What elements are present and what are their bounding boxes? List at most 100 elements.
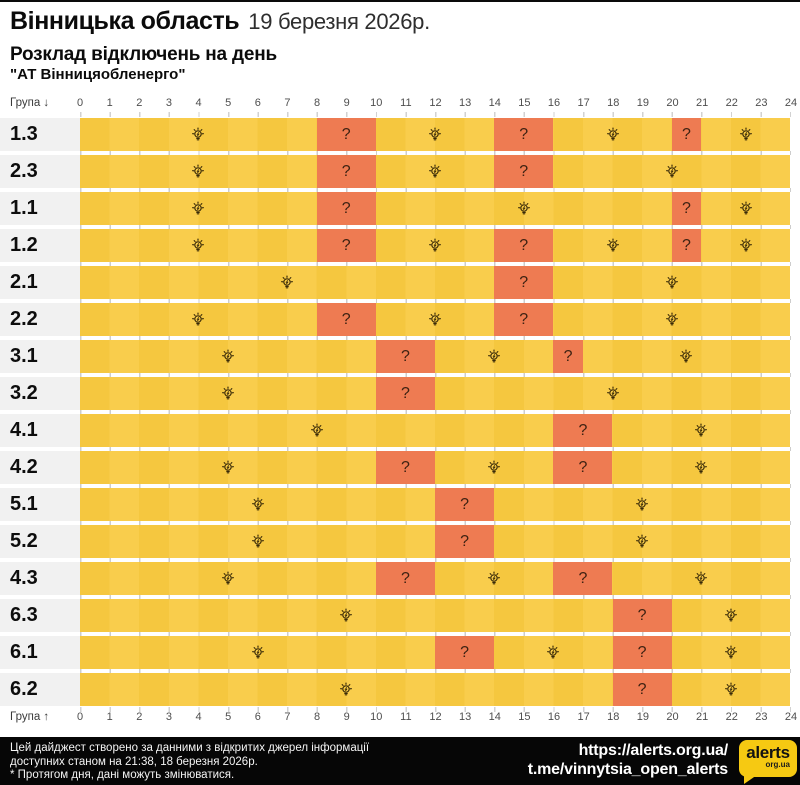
schedule-row-1.2: ??? <box>80 229 790 262</box>
logo-subtitle: org.ua <box>765 760 790 769</box>
lightbulb-icon <box>680 349 693 363</box>
lightbulb-icon <box>310 423 323 437</box>
hour-ticks-bottom <box>80 707 791 712</box>
lightbulb-icon <box>724 645 737 659</box>
question-mark: ? <box>460 495 470 513</box>
possible-outage-window-3.2-10-12: ? <box>375 377 435 410</box>
lightbulb-icon <box>340 608 353 622</box>
schedule-row-3.1: ?? <box>80 340 790 373</box>
hour-tick-label-20: 20 <box>666 97 679 109</box>
page-date: 19 березня 2026р. <box>248 9 430 34</box>
group-label-1.3: 1.3 <box>0 118 80 151</box>
question-mark: ? <box>519 236 529 254</box>
possible-outage-window-6.1-18-20: ? <box>612 636 672 669</box>
question-mark: ? <box>460 532 470 550</box>
lightbulb-icon <box>221 386 234 400</box>
schedule-row-2.1: ? <box>80 266 790 299</box>
hour-tick-label-10: 10 <box>370 97 383 109</box>
hour-tick-label-6: 6 <box>254 97 261 109</box>
hour-tick-label-9: 9 <box>343 97 350 109</box>
question-mark: ? <box>460 643 470 661</box>
hour-tick-label-13: 13 <box>459 97 472 109</box>
lightbulb-icon <box>488 349 501 363</box>
question-mark: ? <box>563 347 573 365</box>
telegram-link[interactable]: t.me/vinnytsia_open_alerts <box>527 761 728 778</box>
hour-tick-label-8: 8 <box>313 711 321 723</box>
lightbulb-icon <box>192 312 205 326</box>
possible-outage-window-6.2-18-20: ? <box>612 673 672 706</box>
group-label-4.2: 4.2 <box>0 451 80 484</box>
question-mark: ? <box>637 680 647 698</box>
hour-tick-label-8: 8 <box>313 97 321 109</box>
question-mark: ? <box>637 606 647 624</box>
schedule-row-1.3: ??? <box>80 118 790 151</box>
question-mark: ? <box>578 421 588 439</box>
lightbulb-icon <box>724 608 737 622</box>
question-mark: ? <box>637 643 647 661</box>
lightbulb-icon <box>724 682 737 696</box>
question-mark: ? <box>400 347 410 365</box>
hour-tick-label-17: 17 <box>577 97 590 109</box>
hour-tick-label-16: 16 <box>547 97 561 109</box>
hour-tick-label-7: 7 <box>284 711 291 723</box>
header: Вінницька область 19 березня 2026р. <box>10 7 430 36</box>
hour-tick-label-11: 11 <box>400 711 412 723</box>
group-label-4.3: 4.3 <box>0 562 80 595</box>
lightbulb-icon <box>739 201 752 215</box>
hour-tick-label-12: 12 <box>429 97 442 109</box>
row-gap-ticks <box>80 447 791 451</box>
lightbulb-icon <box>251 497 264 511</box>
lightbulb-icon <box>192 127 205 141</box>
hour-tick-label-23: 23 <box>755 711 768 723</box>
hour-tick-label-22: 22 <box>725 711 738 723</box>
possible-outage-window-1.2-8-10: ? <box>316 229 376 262</box>
question-mark: ? <box>341 236 351 254</box>
schedule-row-4.3: ?? <box>80 562 790 595</box>
hour-tick-label-14: 14 <box>488 711 501 723</box>
footer-disclaimer: Цей дайджест створено за данними з відкр… <box>10 742 369 783</box>
lightbulb-icon <box>665 164 678 178</box>
lightbulb-icon <box>429 164 441 178</box>
hour-tick-label-3: 3 <box>165 97 172 109</box>
schedule-row-3.2: ? <box>80 377 790 410</box>
hour-ticks-top <box>80 112 791 117</box>
hour-tick-label-10: 10 <box>370 711 383 723</box>
row-gap-ticks <box>80 521 791 525</box>
schedule-row-6.3: ? <box>80 599 790 632</box>
question-mark: ? <box>519 310 529 328</box>
logo-title: alerts <box>746 743 790 762</box>
question-mark: ? <box>341 199 351 217</box>
lightbulb-icon <box>665 312 678 326</box>
lightbulb-icon <box>606 238 619 252</box>
possible-outage-window-3.1-16-17: ? <box>553 340 583 373</box>
possible-outage-window-4.3-16-18: ? <box>553 562 613 595</box>
hour-tick-label-15: 15 <box>518 97 531 109</box>
alerts-logo: alerts org.ua <box>739 740 797 784</box>
site-link[interactable]: https://alerts.org.ua/ <box>578 742 729 759</box>
footer-links: https://alerts.org.ua/ t.me/vinnytsia_op… <box>528 741 728 779</box>
group-label-5.2: 5.2 <box>0 525 80 558</box>
lightbulb-icon <box>340 682 353 696</box>
schedule-row-4.2: ?? <box>80 451 790 484</box>
hour-tick-label-1: 1 <box>106 711 113 723</box>
row-gap-ticks <box>80 373 791 377</box>
possible-outage-window-4.1-16-18: ? <box>553 414 613 447</box>
possible-outage-window-3.1-10-12: ? <box>375 340 435 373</box>
hour-tick-label-5: 5 <box>225 97 232 109</box>
group-label-2.2: 2.2 <box>0 303 80 336</box>
question-mark: ? <box>578 458 588 476</box>
group-label-6.1: 6.1 <box>0 636 80 669</box>
possible-outage-window-1.2-14-16: ? <box>494 229 554 262</box>
row-gap-ticks <box>80 225 791 229</box>
hour-tick-label-2: 2 <box>136 97 143 109</box>
lightbulb-icon <box>517 201 530 215</box>
schedule-row-5.1: ? <box>80 488 790 521</box>
possible-outage-window-6.3-18-20: ? <box>612 599 672 632</box>
row-gap-ticks <box>80 595 791 599</box>
schedule-row-2.2: ?? <box>80 303 790 336</box>
possible-outage-window-5.1-12-14: ? <box>435 488 495 521</box>
hour-tick-label-7: 7 <box>284 97 291 109</box>
row-gap-ticks <box>80 188 791 192</box>
hour-tick-label-21: 21 <box>696 711 709 723</box>
